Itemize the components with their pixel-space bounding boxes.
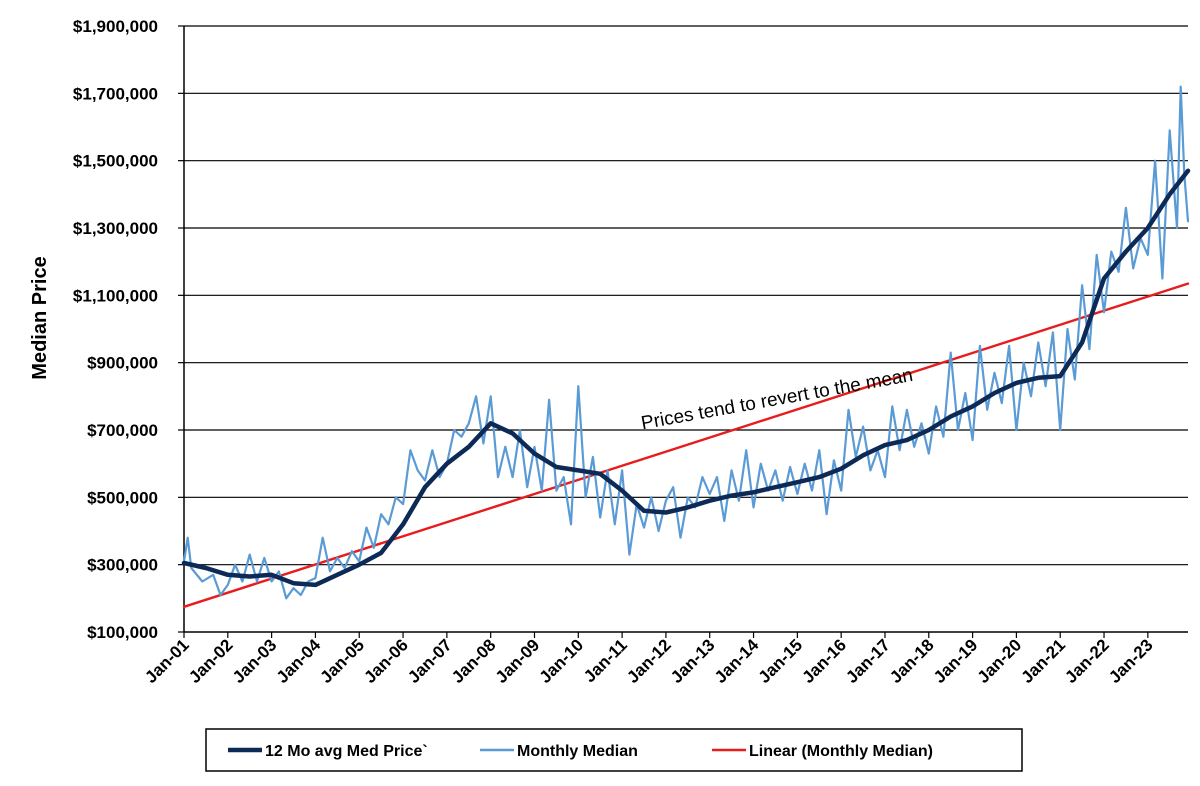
legend-item-linear: Linear (Monthly Median) <box>712 743 933 760</box>
x-tick-label: Jan-06 <box>360 635 412 687</box>
legend-label: Monthly Median <box>517 743 638 760</box>
legend-box <box>205 728 1023 772</box>
x-tick-label: Jan-13 <box>667 635 719 687</box>
y-tick-label: $500,000 <box>87 488 158 507</box>
legend-item-12mo-avg: 12 Mo avg Med Price` <box>228 743 428 760</box>
series-layer <box>181 85 1191 608</box>
x-tick-label: Jan-23 <box>1105 635 1157 687</box>
x-tick-label: Jan-11 <box>580 635 631 686</box>
y-tick-label: $100,000 <box>87 623 158 642</box>
legend: 12 Mo avg Med Price` Monthly Median Linear… <box>205 728 1023 772</box>
y-tick-label: $900,000 <box>87 354 158 373</box>
x-tick-label: Jan-14 <box>711 635 763 687</box>
series-monthly-median-line <box>182 85 1190 600</box>
x-tick-label: Jan-19 <box>930 635 982 687</box>
y-tick-label: $1,900,000 <box>73 17 158 36</box>
y-axis-ticks: $100,000 $300,000 $500,000 $700,000 $900,000… <box>73 17 184 642</box>
x-tick-label: Jan-22 <box>1061 635 1113 687</box>
gridlines <box>184 25 1188 566</box>
x-tick-label: Jan-15 <box>755 635 807 687</box>
legend-label: 12 Mo avg Med Price` <box>265 743 428 760</box>
y-tick-label: $1,500,000 <box>73 152 158 171</box>
x-tick-label: Jan-20 <box>974 635 1026 687</box>
legend-label: Linear (Monthly Median) <box>749 743 933 760</box>
y-tick-label: $300,000 <box>87 556 158 575</box>
y-tick-label: $1,300,000 <box>73 219 158 238</box>
y-tick-label: $700,000 <box>87 421 158 440</box>
y-axis-title: Median Price <box>29 256 51 379</box>
x-tick-label: Jan-16 <box>798 635 850 687</box>
x-tick-label: Jan-10 <box>536 635 588 687</box>
y-tick-label: $1,100,000 <box>73 286 158 305</box>
legend-item-monthly-median: Monthly Median <box>480 743 638 760</box>
x-tick-label: Jan-17 <box>842 635 894 687</box>
x-tick-label: Jan-05 <box>317 635 369 687</box>
x-tick-label: Jan-04 <box>273 635 325 687</box>
series-linear-trend-line <box>182 282 1190 608</box>
annotation-text: Prices tend to revert to the mean <box>640 365 915 434</box>
x-tick-label: Jan-09 <box>492 635 544 687</box>
x-tick-label: Jan-01 <box>141 635 193 687</box>
x-tick-label: Jan-02 <box>185 635 237 687</box>
x-tick-label: Jan-03 <box>229 635 281 687</box>
x-axis-ticks: Jan-01Jan-02Jan-03Jan-04Jan-05Jan-06Jan-… <box>141 632 1157 687</box>
x-tick-label: Jan-08 <box>448 635 500 687</box>
series-12mo-avg-line <box>181 168 1191 588</box>
x-tick-label: Jan-18 <box>886 635 938 687</box>
x-tick-label: Jan-07 <box>404 635 456 687</box>
x-tick-label: Jan-12 <box>623 635 675 687</box>
x-tick-label: Jan-21 <box>1018 635 1070 687</box>
y-tick-label: $1,700,000 <box>73 84 158 103</box>
